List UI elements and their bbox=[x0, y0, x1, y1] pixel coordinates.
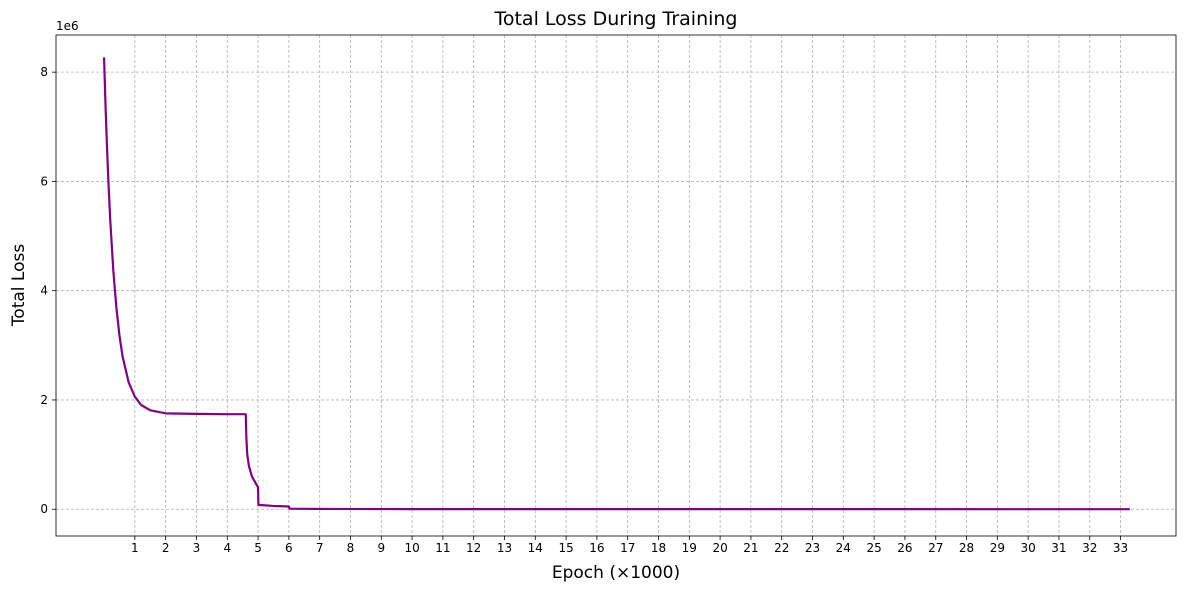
x-tick-label: 2 bbox=[162, 541, 170, 555]
data-line bbox=[102, 57, 1130, 511]
x-tick-label: 25 bbox=[866, 541, 881, 555]
y-tick-label: 0 bbox=[40, 502, 48, 516]
x-tick-label: 4 bbox=[223, 541, 231, 555]
y-tick-label: 2 bbox=[40, 393, 48, 407]
x-axis-label: Epoch (×1000) bbox=[552, 563, 680, 583]
x-tick-label: 26 bbox=[897, 541, 912, 555]
y-tick-label: 6 bbox=[40, 174, 48, 188]
x-tick-label: 19 bbox=[682, 541, 697, 555]
x-tick-label: 11 bbox=[435, 541, 450, 555]
x-tick-label: 10 bbox=[404, 541, 419, 555]
x-tick-label: 29 bbox=[990, 541, 1005, 555]
x-tick-label: 9 bbox=[377, 541, 385, 555]
x-tick-label: 30 bbox=[1021, 541, 1036, 555]
y-axis-label: Total Loss bbox=[9, 244, 29, 328]
x-tick-label: 20 bbox=[712, 541, 727, 555]
y-tick-label: 8 bbox=[40, 65, 48, 79]
y-tick-label: 4 bbox=[40, 284, 48, 298]
x-tick-label: 5 bbox=[254, 541, 262, 555]
x-tick-label: 1 bbox=[131, 541, 139, 555]
x-tick-label: 21 bbox=[743, 541, 758, 555]
x-tick-label: 23 bbox=[805, 541, 820, 555]
x-tick-label: 22 bbox=[774, 541, 789, 555]
x-tick-label: 13 bbox=[497, 541, 512, 555]
x-tick-label: 8 bbox=[347, 541, 355, 555]
x-tick-label: 16 bbox=[589, 541, 604, 555]
plot-frame bbox=[55, 34, 1177, 537]
x-tick-label: 15 bbox=[558, 541, 573, 555]
chart-title: Total Loss During Training bbox=[493, 8, 737, 30]
x-tick-label: 14 bbox=[528, 541, 543, 555]
x-tick-label: 12 bbox=[466, 541, 481, 555]
x-tick-label: 33 bbox=[1113, 541, 1128, 555]
x-tick-label: 32 bbox=[1082, 541, 1097, 555]
x-tick-label: 27 bbox=[928, 541, 943, 555]
y-offset-label: 1e6 bbox=[56, 19, 79, 33]
x-tick-label: 24 bbox=[836, 541, 851, 555]
x-tick-label: 28 bbox=[959, 541, 974, 555]
x-tick-label: 3 bbox=[193, 541, 201, 555]
x-tick-label: 18 bbox=[651, 541, 666, 555]
x-tick-label: 6 bbox=[285, 541, 293, 555]
x-tick-label: 7 bbox=[316, 541, 324, 555]
x-tick-label: 31 bbox=[1051, 541, 1066, 555]
x-tick-label: 17 bbox=[620, 541, 635, 555]
